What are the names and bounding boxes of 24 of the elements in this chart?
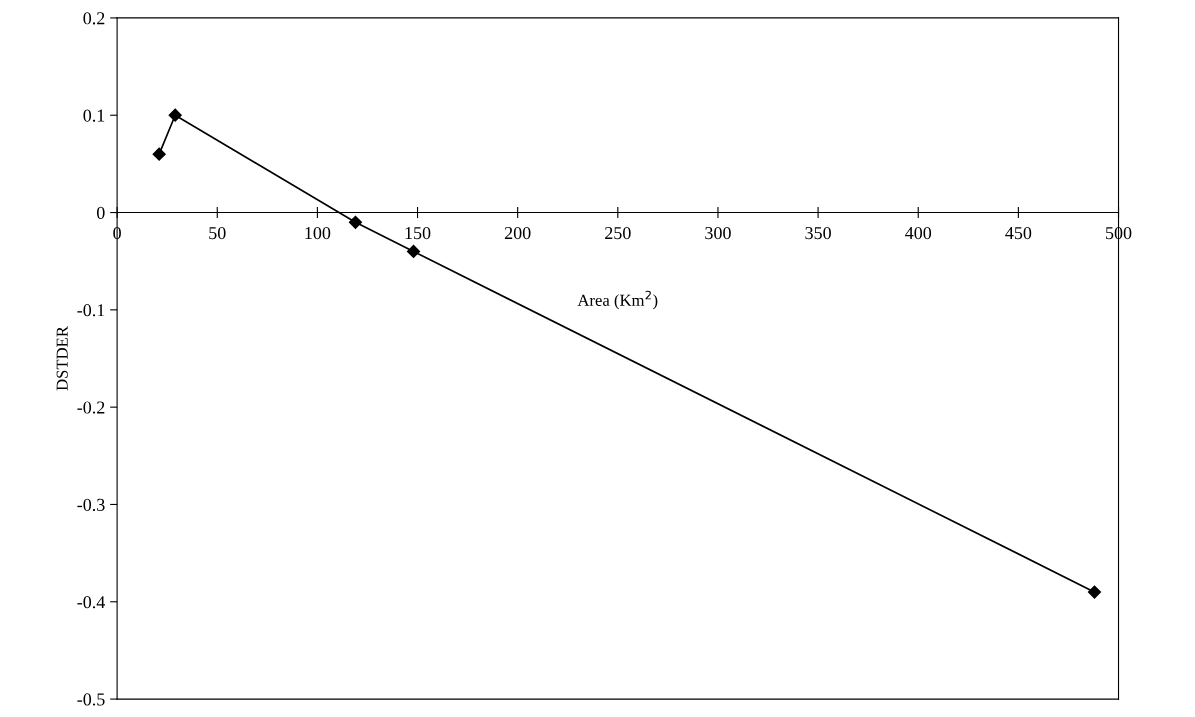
x-tick-label: 250: [605, 226, 631, 240]
y-tick-label: -0.4: [77, 596, 106, 609]
y-tick-label: -0.2: [77, 401, 105, 414]
x-tick-label: 50: [209, 226, 226, 240]
y-tick-label: -0.3: [77, 498, 105, 511]
x-tick-label: 300: [705, 226, 731, 240]
point: [1087, 585, 1102, 599]
point: [152, 147, 166, 161]
x-tick-label: 450: [1005, 226, 1032, 240]
y-tick-label: 0.1: [83, 109, 105, 122]
point: [406, 244, 421, 259]
x-tick-label: 100: [305, 226, 331, 240]
point: [168, 108, 182, 122]
x-axis-title: Area (Km$^{2}$): [577, 290, 658, 310]
point: [348, 215, 363, 229]
x-tick-label: 350: [805, 226, 831, 240]
y-tick-label: -0.1: [77, 304, 105, 317]
x-tick-label: 400: [905, 226, 932, 240]
x-tick-label: 200: [504, 226, 531, 240]
x-tick-label: 150: [405, 226, 431, 240]
y-tick-label: -0.5: [77, 693, 105, 706]
y-axis-title: DSTDER: [56, 326, 68, 391]
y-tick-label: 0: [96, 206, 105, 219]
y-tick-label: 0.2: [83, 12, 105, 25]
